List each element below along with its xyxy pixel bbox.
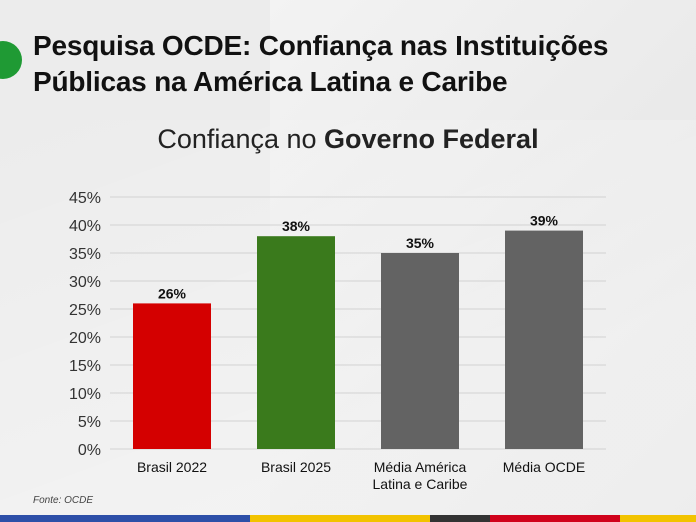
y-tick-label: 40% bbox=[69, 218, 101, 235]
data-label: 26% bbox=[158, 285, 187, 301]
stripe-segment bbox=[490, 515, 620, 522]
bar bbox=[257, 236, 335, 449]
y-tick-label: 15% bbox=[69, 358, 101, 375]
bar bbox=[133, 303, 211, 449]
stripe-segment bbox=[250, 515, 430, 522]
x-tick-label: Brasil 2022 bbox=[137, 459, 207, 475]
data-label: 39% bbox=[530, 213, 559, 229]
subtitle-bold: Governo Federal bbox=[324, 124, 539, 154]
background-panel bbox=[270, 0, 696, 522]
stripe-segment bbox=[620, 515, 696, 522]
y-tick-label: 5% bbox=[78, 414, 101, 431]
y-tick-label: 0% bbox=[78, 442, 101, 459]
stripe-segment bbox=[430, 515, 490, 522]
y-tick-label: 45% bbox=[69, 190, 101, 207]
subtitle-prefix: Confiança no bbox=[157, 124, 325, 154]
x-tick-label: Média OCDE bbox=[503, 459, 585, 475]
data-label: 38% bbox=[282, 218, 311, 234]
y-tick-label: 20% bbox=[69, 330, 101, 347]
stripe-segment bbox=[0, 515, 250, 522]
chart-subtitle: Confiança no Governo Federal bbox=[0, 124, 696, 155]
y-tick-label: 30% bbox=[69, 274, 101, 291]
y-tick-label: 35% bbox=[69, 246, 101, 263]
y-tick-label: 10% bbox=[69, 386, 101, 403]
bar bbox=[381, 253, 459, 449]
x-tick-label: Brasil 2025 bbox=[261, 459, 331, 475]
color-stripe bbox=[0, 515, 696, 522]
page-title: Pesquisa OCDE: Confiança nas Instituiçõe… bbox=[33, 30, 609, 97]
x-tick-label: Latina e Caribe bbox=[373, 476, 468, 492]
y-tick-label: 25% bbox=[69, 302, 101, 319]
data-label: 35% bbox=[406, 235, 435, 251]
accent-dot bbox=[0, 41, 22, 79]
x-tick-label: Média América bbox=[374, 459, 467, 475]
source-note: Fonte: OCDE bbox=[33, 495, 94, 506]
bar bbox=[505, 230, 583, 449]
